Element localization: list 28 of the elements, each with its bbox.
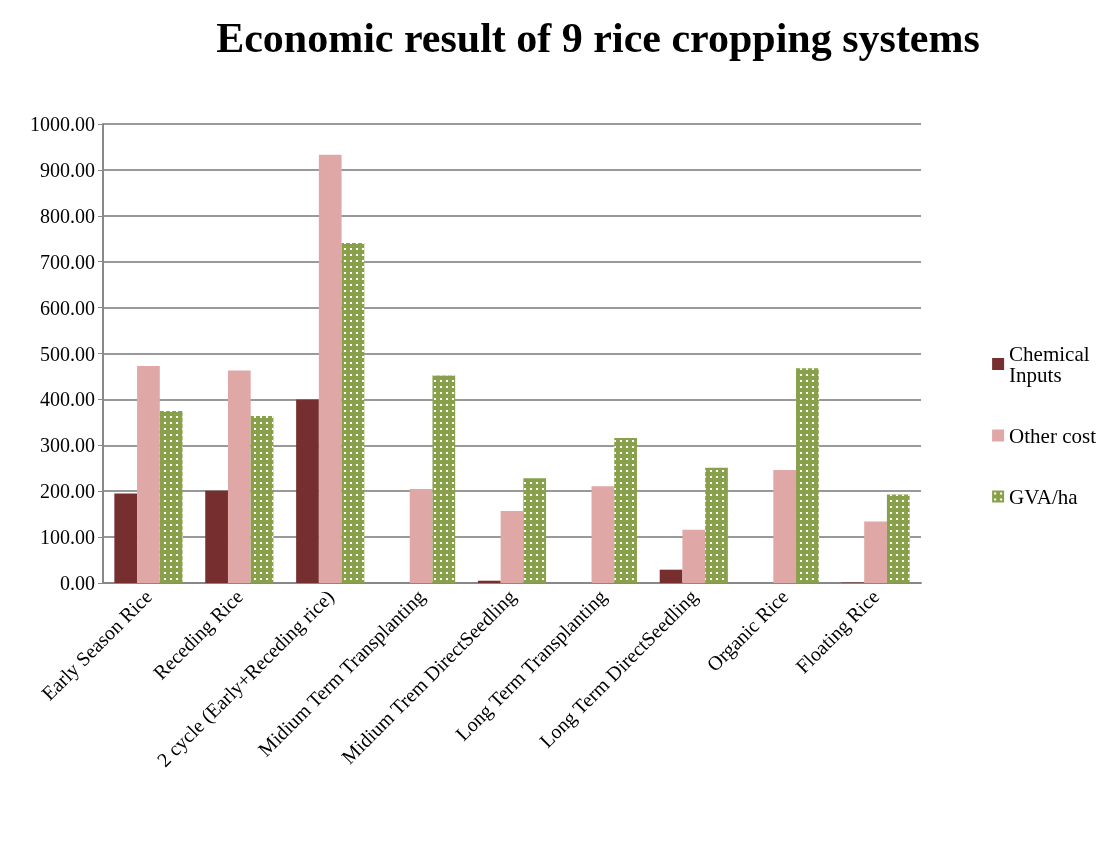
bar — [137, 365, 160, 583]
bar — [773, 470, 797, 583]
bar — [591, 486, 615, 583]
y-tick-label: 700.00 — [40, 250, 95, 273]
bar — [864, 521, 887, 583]
y-tick-label: 1000.00 — [30, 113, 95, 135]
bar — [409, 488, 433, 583]
bar — [114, 493, 138, 583]
legend-label: Other cost — [1009, 423, 1097, 448]
y-tick-label: 100.00 — [40, 526, 95, 549]
y-tick-label: 500.00 — [40, 342, 95, 365]
y-tick-label: 600.00 — [40, 296, 95, 319]
y-tick-label: 300.00 — [40, 434, 95, 457]
y-tick-label: 800.00 — [40, 204, 95, 227]
bar — [296, 399, 319, 583]
bar — [659, 569, 683, 583]
bar — [227, 370, 251, 583]
bar — [318, 154, 342, 583]
y-tick-label: 0.00 — [60, 572, 95, 594]
y-tick-label: 400.00 — [40, 388, 95, 411]
bar — [500, 510, 524, 583]
bar — [205, 490, 228, 583]
y-tick-label: 200.00 — [40, 480, 95, 503]
legend-label: GVA/ha — [1009, 484, 1079, 509]
legend-label: Chemical Inputs — [1009, 341, 1095, 387]
y-tick-label: 900.00 — [40, 158, 95, 181]
bar — [682, 529, 706, 583]
chart-title: Economic result of 9 rice cropping systems — [216, 15, 980, 61]
